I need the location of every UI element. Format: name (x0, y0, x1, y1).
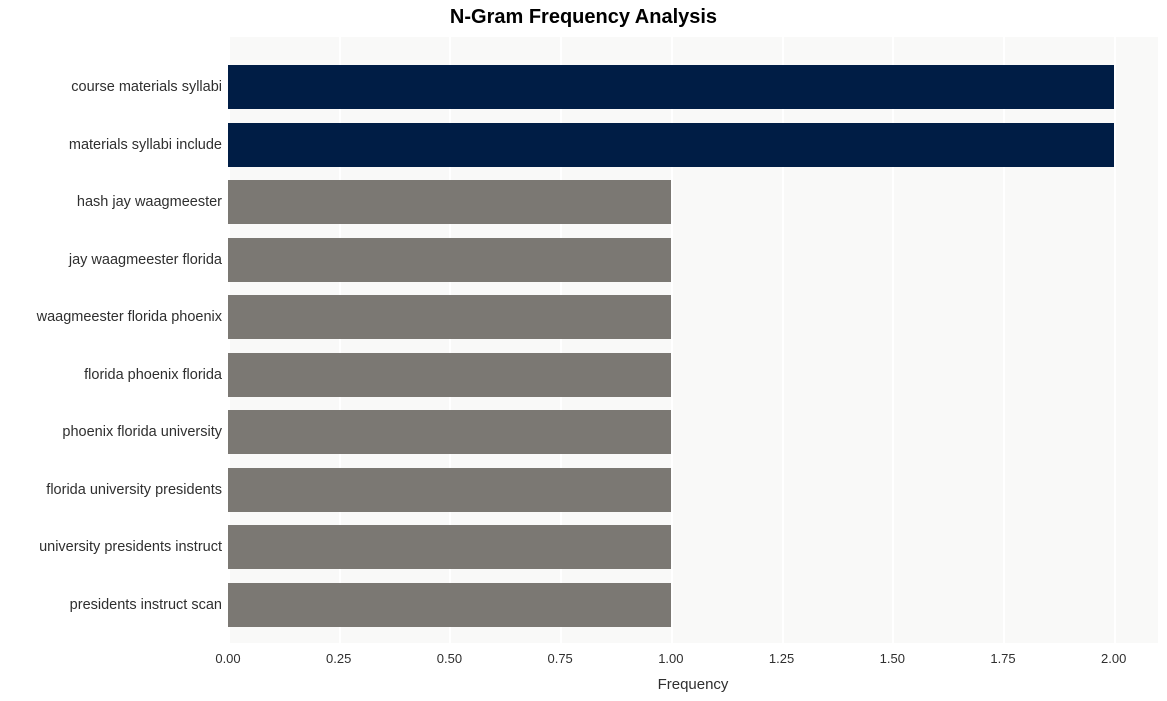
bar (228, 180, 671, 224)
y-tick-label: jay waagmeester florida (69, 252, 228, 268)
bar (228, 583, 671, 627)
bar (228, 238, 671, 282)
x-axis-title: Frequency (228, 643, 1158, 693)
y-tick-label: florida university presidents (46, 482, 228, 498)
y-tick-label: florida phoenix florida (84, 367, 228, 383)
y-tick-label: materials syllabi include (69, 137, 228, 153)
y-tick-label: presidents instruct scan (70, 597, 228, 613)
y-tick-label: phoenix florida university (62, 424, 228, 440)
bar (228, 353, 671, 397)
y-tick-label: waagmeester florida phoenix (37, 309, 228, 325)
bar (228, 525, 671, 569)
x-gridline (1114, 37, 1116, 643)
y-tick-label: university presidents instruct (39, 539, 228, 555)
bar (228, 295, 671, 339)
plot-area: 0.000.250.500.751.001.251.501.752.00cour… (228, 37, 1158, 643)
chart-title: N-Gram Frequency Analysis (0, 6, 1167, 29)
y-tick-label: course materials syllabi (71, 79, 228, 95)
bar (228, 468, 671, 512)
ngram-frequency-chart: N-Gram Frequency Analysis 0.000.250.500.… (0, 0, 1167, 701)
bar (228, 123, 1114, 167)
y-tick-label: hash jay waagmeester (77, 194, 228, 210)
bar (228, 410, 671, 454)
bar (228, 65, 1114, 109)
